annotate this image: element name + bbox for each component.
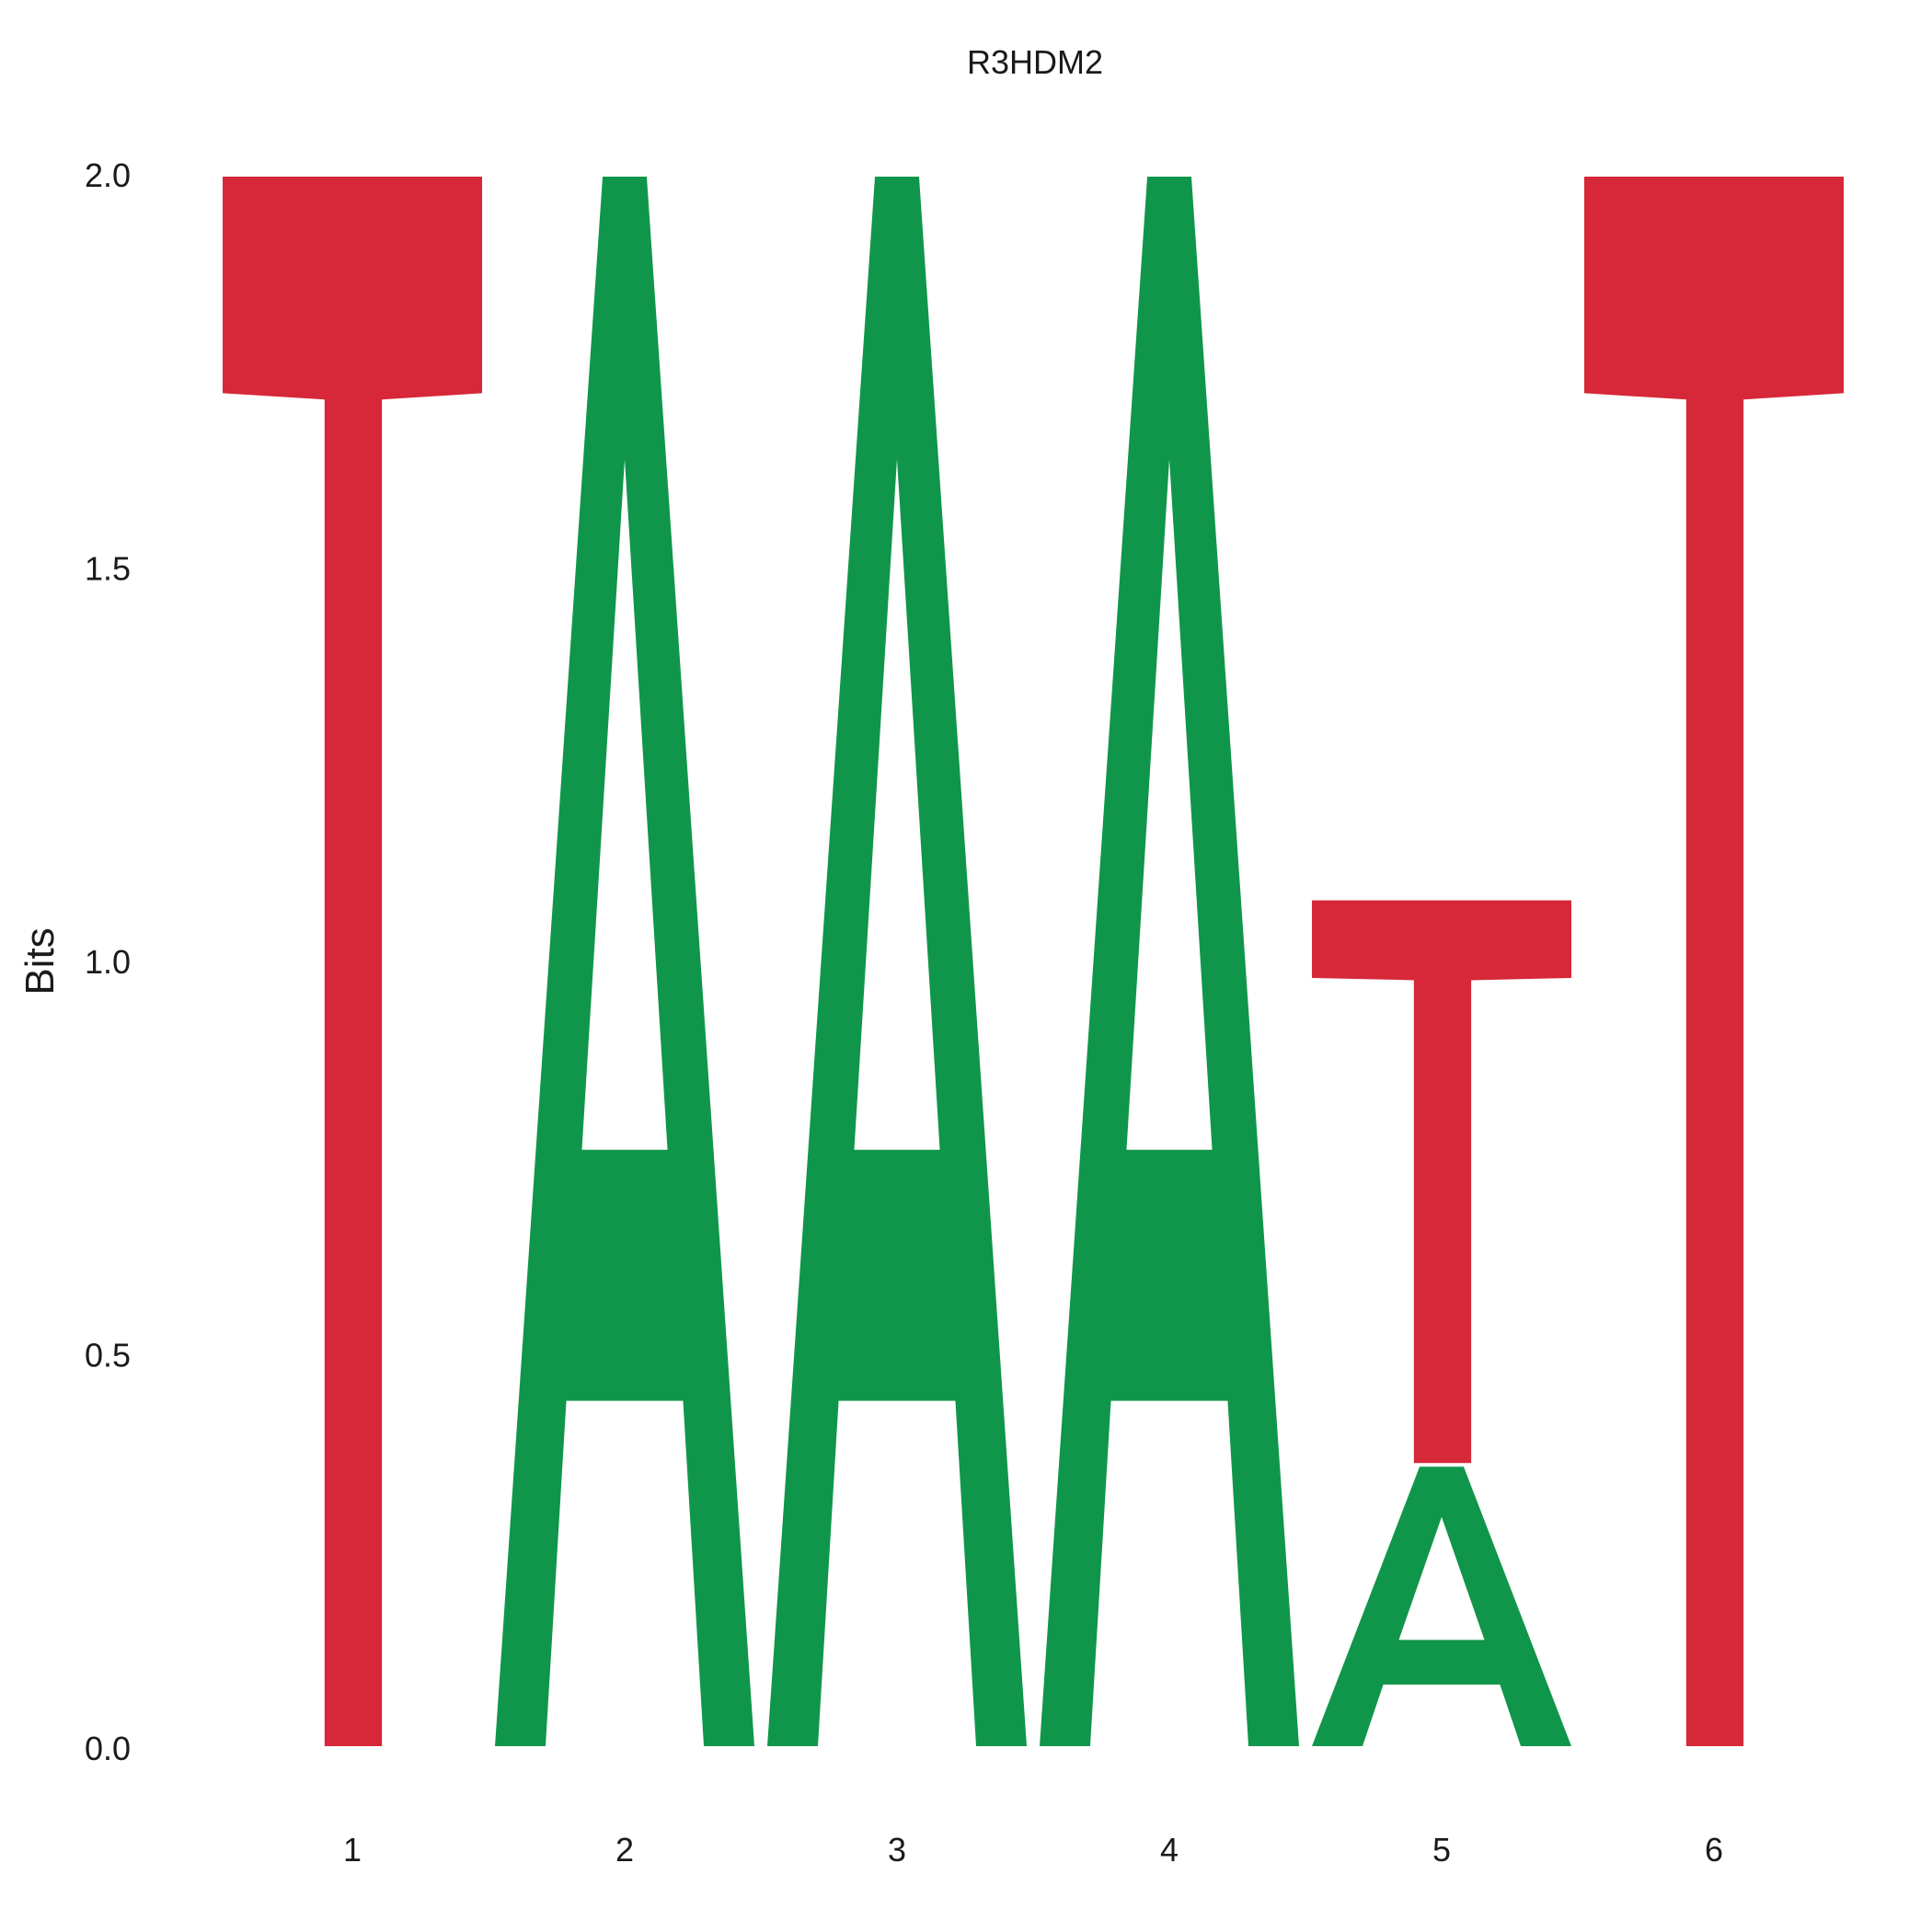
x-tick-label: 2 [615, 1831, 634, 1869]
logo-letter-a [1312, 1466, 1571, 1746]
y-axis-label: Bits [17, 927, 63, 995]
x-tick-label: 1 [343, 1831, 362, 1869]
logo-letter-t [1584, 177, 1844, 1746]
logo-letter-a [495, 177, 754, 1746]
x-tick-label: 5 [1432, 1831, 1451, 1869]
logo-letter-a [1040, 177, 1299, 1746]
logo-letter-a [767, 177, 1027, 1746]
y-tick-label: 2.0 [85, 156, 131, 194]
y-axis-ticks: 0.0 0.5 1.0 1.5 2.0 [85, 156, 131, 1767]
x-tick-label: 4 [1160, 1831, 1179, 1869]
y-tick-label: 0.5 [85, 1337, 131, 1374]
y-tick-label: 1.0 [85, 943, 131, 981]
logo-letter-t [223, 177, 482, 1746]
logo-letter-t [1312, 900, 1571, 1464]
y-tick-label: 0.0 [85, 1730, 131, 1767]
chart-title: R3HDM2 [967, 43, 1103, 81]
x-axis-ticks: 1 2 3 4 5 6 [343, 1831, 1723, 1869]
x-tick-label: 6 [1705, 1831, 1723, 1869]
x-tick-label: 3 [888, 1831, 906, 1869]
logo-letters [223, 177, 1844, 1746]
y-tick-label: 1.5 [85, 550, 131, 588]
